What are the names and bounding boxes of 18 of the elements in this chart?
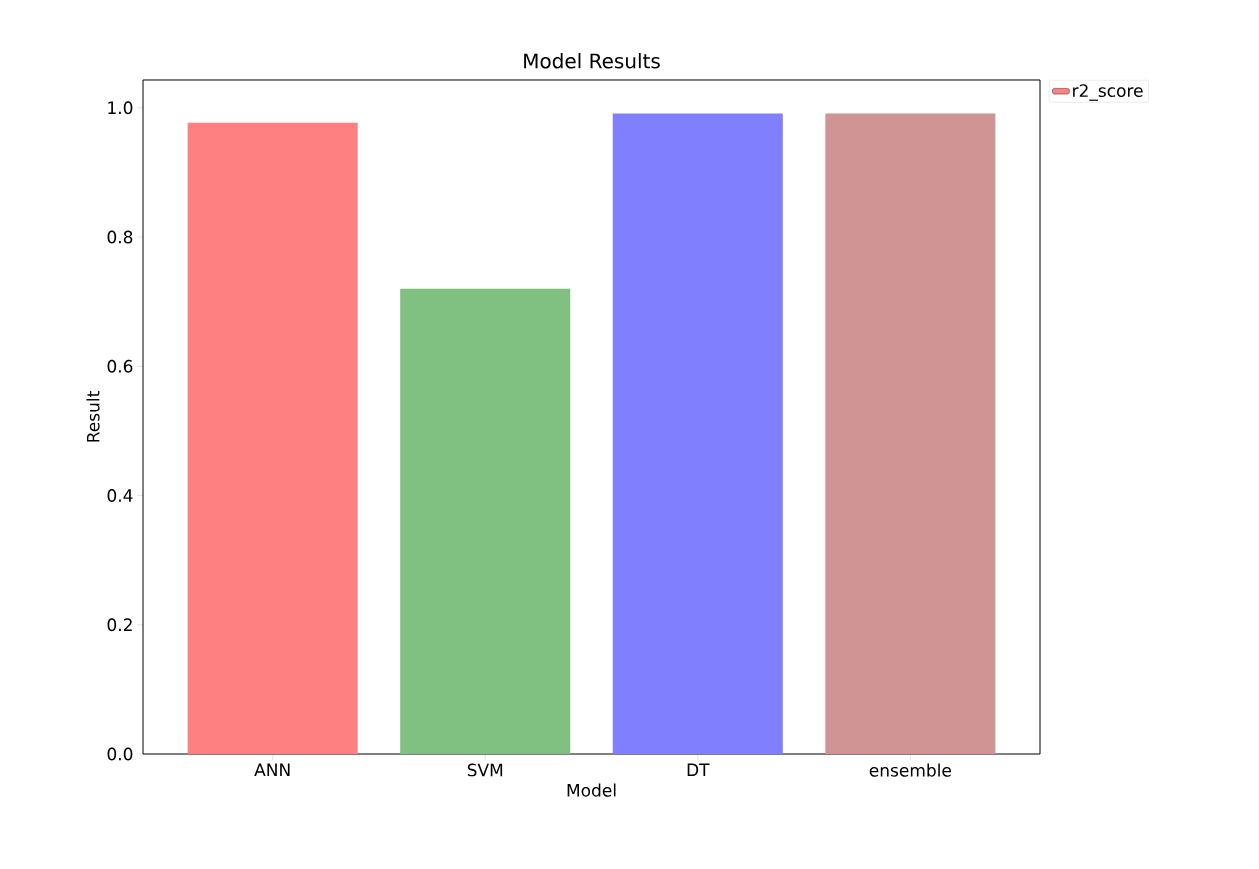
bar (612, 113, 783, 754)
chart-title: Model Results (524, 53, 660, 69)
x-tick-label: DT (687, 763, 710, 776)
y-tick-label: 0.4 (107, 489, 133, 502)
bar (187, 122, 358, 754)
y-tick-label: 1.0 (108, 101, 133, 115)
y-tick-label: 0.0 (107, 747, 133, 761)
x-axis-title: Model (567, 783, 616, 797)
x-tick-label: SVM (467, 763, 503, 777)
y-tick-label: 0.6 (107, 359, 133, 373)
bar (825, 113, 996, 754)
bar (400, 288, 571, 754)
x-tick-label: ANN (254, 763, 290, 776)
y-tick-label: 0.8 (107, 230, 133, 244)
legend-label: r2_score (1073, 84, 1143, 101)
y-axis-title: Result (86, 391, 100, 442)
x-tick-label: ensemble (869, 763, 951, 777)
y-tick-label: 0.2 (107, 618, 132, 632)
